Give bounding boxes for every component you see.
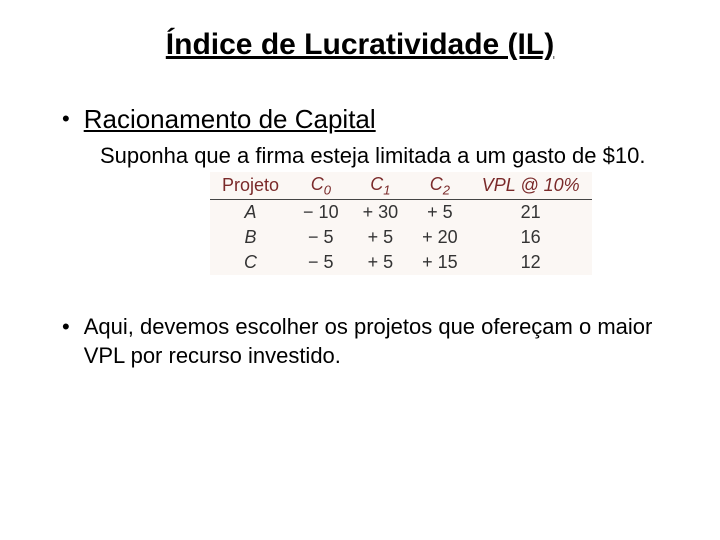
cell-project: B xyxy=(210,225,291,250)
table-row: B − 5 + 5 + 20 16 xyxy=(210,225,592,250)
bullet-dot: • xyxy=(62,104,70,134)
bullet-2: • Aqui, devemos escolher os projetos que… xyxy=(62,313,680,370)
project-table-wrap: Projeto C0 C1 C2 VPL @ 10% A − 10 + 30 +… xyxy=(210,172,680,276)
bullet-2-body: Aqui, devemos escolher os projetos que o… xyxy=(84,313,680,370)
cell-c1: + 5 xyxy=(351,225,411,250)
cell-c2: + 20 xyxy=(410,225,470,250)
bullet-1: • Racionamento de Capital xyxy=(62,104,680,134)
col-c1: C1 xyxy=(351,172,411,200)
cell-vpl: 16 xyxy=(470,225,592,250)
bullet-dot: • xyxy=(62,313,70,370)
cell-project: A xyxy=(210,200,291,226)
cell-c1: + 30 xyxy=(351,200,411,226)
cell-vpl: 21 xyxy=(470,200,592,226)
project-table: Projeto C0 C1 C2 VPL @ 10% A − 10 + 30 +… xyxy=(210,172,592,276)
bullet-1-heading: Racionamento de Capital xyxy=(84,104,376,134)
slide-title: Índice de Lucratividade (IL) xyxy=(40,28,680,62)
col-vpl: VPL @ 10% xyxy=(470,172,592,200)
cell-c0: − 10 xyxy=(291,200,351,226)
body-text-1: Suponha que a firma esteja limitada a um… xyxy=(100,142,650,170)
cell-vpl: 12 xyxy=(470,250,592,275)
table-header-row: Projeto C0 C1 C2 VPL @ 10% xyxy=(210,172,592,200)
cell-c2: + 15 xyxy=(410,250,470,275)
cell-c2: + 5 xyxy=(410,200,470,226)
cell-c1: + 5 xyxy=(351,250,411,275)
table-row: C − 5 + 5 + 15 12 xyxy=(210,250,592,275)
cell-project: C xyxy=(210,250,291,275)
table-row: A − 10 + 30 + 5 21 xyxy=(210,200,592,226)
cell-c0: − 5 xyxy=(291,250,351,275)
col-c0: C0 xyxy=(291,172,351,200)
col-projeto: Projeto xyxy=(210,172,291,200)
cell-c0: − 5 xyxy=(291,225,351,250)
col-c2: C2 xyxy=(410,172,470,200)
